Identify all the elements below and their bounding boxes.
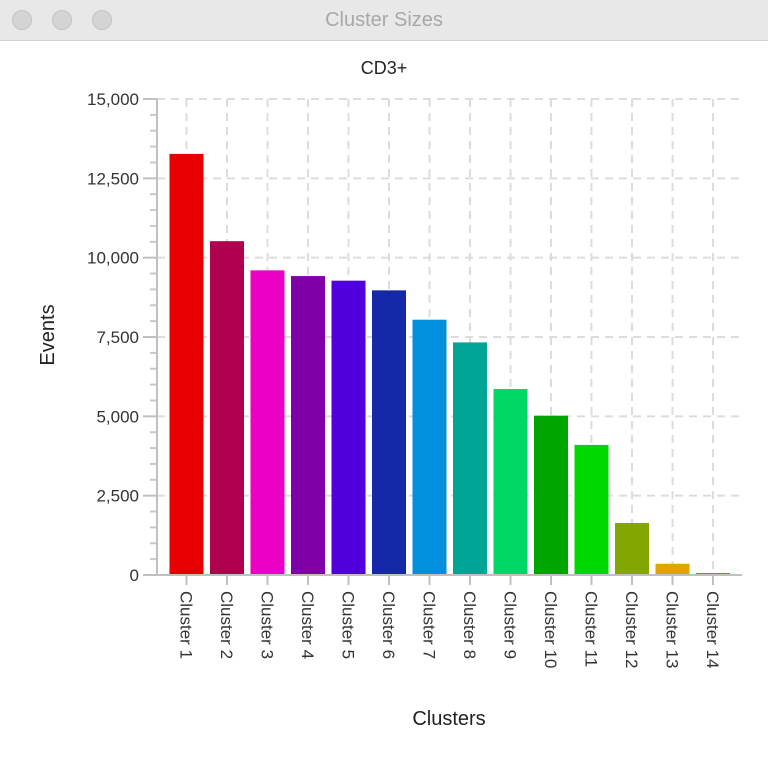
- x-tick-label: Cluster 7: [420, 591, 439, 659]
- bar-1: [169, 153, 204, 575]
- x-tick-label: Cluster 2: [217, 591, 236, 659]
- x-tick-label: Cluster 11: [582, 591, 601, 667]
- y-tick-label: 15,000: [87, 90, 139, 109]
- bar-13: [655, 563, 690, 575]
- x-tick-label: Cluster 12: [622, 591, 641, 668]
- bar-8: [453, 342, 487, 575]
- bar-3: [250, 270, 285, 575]
- zoom-button[interactable]: [92, 10, 112, 30]
- bar-9: [493, 389, 528, 575]
- minimize-button[interactable]: [52, 10, 72, 30]
- x-tick-label: Cluster 4: [298, 591, 317, 659]
- x-tick-label: Cluster 5: [339, 591, 358, 659]
- y-tick-label: 10,000: [87, 249, 139, 268]
- bar-7: [412, 319, 447, 575]
- x-tick-label: Cluster 14: [703, 591, 722, 668]
- x-tick-label: Cluster 6: [379, 591, 398, 659]
- window-titlebar: Cluster Sizes: [0, 0, 768, 41]
- x-tick-label: Cluster 9: [501, 591, 520, 659]
- x-tick-label: Cluster 8: [460, 591, 479, 659]
- y-tick-label: 7,500: [96, 328, 139, 347]
- x-axis-label: Clusters: [412, 708, 485, 730]
- y-tick-label: 5,000: [96, 407, 139, 426]
- close-button[interactable]: [12, 10, 32, 30]
- window-title: Cluster Sizes: [325, 9, 443, 31]
- chart-title: CD3+: [361, 58, 408, 78]
- bar-11: [574, 444, 609, 575]
- y-tick-label: 2,500: [96, 487, 139, 506]
- bar-chart: CD3+ Events Clusters 0 2,500 5,000 7,500 10,…: [37, 58, 742, 730]
- x-tick-label: Cluster 10: [541, 591, 560, 668]
- y-axis-label: Events: [37, 304, 59, 365]
- bar-2: [210, 241, 244, 575]
- x-tick-label: Cluster 13: [663, 591, 682, 668]
- bar-12: [615, 522, 649, 575]
- bar-5: [331, 280, 366, 575]
- y-tick-label: 0: [130, 566, 139, 585]
- bar-6: [372, 290, 406, 575]
- x-tick-label: Cluster 3: [258, 591, 277, 659]
- x-tick-label: Cluster 1: [177, 591, 196, 659]
- bar-4: [291, 276, 325, 575]
- y-tick-label: 12,500: [87, 169, 139, 188]
- bar-10: [534, 415, 568, 575]
